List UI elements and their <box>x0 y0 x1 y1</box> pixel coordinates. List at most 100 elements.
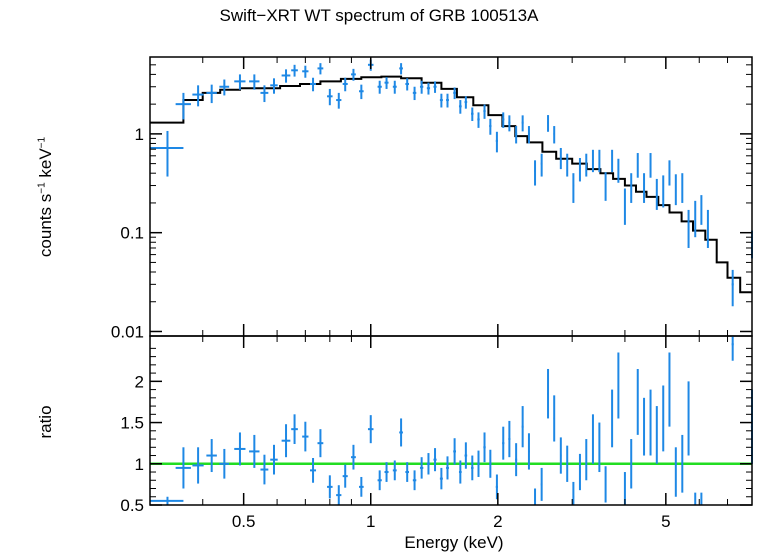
ratio-data-point <box>384 462 389 482</box>
ratio-data-point <box>419 457 424 479</box>
ratio-data-point <box>270 444 278 475</box>
ratio-data-point <box>674 447 677 497</box>
ratio-data-point <box>515 443 518 477</box>
spectrum-data-point <box>643 173 646 203</box>
ratio-data-point <box>377 470 382 491</box>
ratio-data-point <box>655 406 658 464</box>
spectrum-data-point <box>598 149 601 173</box>
ratio-data-point <box>508 420 511 458</box>
spectrum-y-axis-label: counts s−1 keV−1 <box>36 137 56 257</box>
spectrum-data-point <box>681 173 684 203</box>
spectrum-data-point <box>310 77 317 92</box>
y-axis-label-counts: counts s <box>36 193 55 258</box>
ratio-data-point <box>502 426 505 460</box>
ratio-data-point <box>281 424 291 458</box>
spectrum-data-point <box>694 200 697 238</box>
spectrum-data-point <box>270 78 278 94</box>
ratio-data-point <box>617 352 620 419</box>
ratio-data-point <box>392 460 397 481</box>
ratio-data-point <box>310 458 317 483</box>
y-axis-label-exponent-2: −1 <box>36 136 48 149</box>
ratio-data-point <box>534 488 537 505</box>
ratio-data-point <box>192 447 204 484</box>
ratio-data-point <box>206 439 217 473</box>
spectrum-data-point <box>604 172 607 201</box>
spectrum-data-point <box>471 107 474 122</box>
spectrum-data-point <box>527 126 530 144</box>
ratio-data-point <box>336 485 342 505</box>
x-tick-label: 2 <box>493 512 502 531</box>
y-axis-label-kev: keV <box>36 148 55 183</box>
ratio-data-point <box>495 474 499 500</box>
spectrum-data-point <box>281 69 291 83</box>
spectrum-data-point <box>291 64 298 77</box>
spectrum-data-point <box>234 74 246 90</box>
spectrum-data-point <box>419 80 424 94</box>
ratio-data-point <box>700 492 703 505</box>
y-tick-label: 1 <box>135 125 144 144</box>
chart-title: Swift−XRT WT spectrum of GRB 100513A <box>219 6 539 25</box>
ratio-data-point <box>405 462 409 482</box>
ratio-data-point <box>359 476 364 497</box>
ratio-data-point <box>540 467 543 501</box>
spectrum-data-point <box>655 178 658 210</box>
ratio-data-point <box>643 397 646 456</box>
y-tick-label: 0.1 <box>120 224 144 243</box>
ratio-data-point <box>731 336 734 361</box>
spectrum-data-point <box>495 131 499 153</box>
x-axis-label: Energy (keV) <box>404 533 504 552</box>
spectrum-data-point <box>611 149 614 173</box>
spectrum-data-point <box>502 112 505 128</box>
spectrum-data-point <box>412 86 417 101</box>
spectrum-data-point <box>687 209 690 248</box>
ratio-data-point <box>604 466 607 503</box>
spectrum-data-point <box>617 158 620 183</box>
y-axis-label-exponent-1: −1 <box>36 182 48 194</box>
spectrum-data-point <box>192 85 204 107</box>
ratio-data-point <box>566 445 569 482</box>
ratio-data-point <box>611 389 614 448</box>
ratio-data-point <box>446 456 449 480</box>
ratio-data-point <box>553 395 556 442</box>
ratio-data-point <box>249 434 260 468</box>
spectrum-data-point <box>623 188 626 225</box>
ratio-data-point <box>694 492 697 505</box>
spectrum-data-point <box>477 112 480 128</box>
spectrum-data-point <box>585 153 588 177</box>
spectrum-data-point <box>464 96 468 109</box>
y-tick-label: 1 <box>135 455 144 474</box>
ratio-data-point <box>367 415 374 444</box>
ratio-data-point <box>219 448 230 479</box>
ratio-data-point <box>521 406 524 448</box>
spectrum-data-point <box>433 81 437 93</box>
spectrum-data-point <box>706 209 709 248</box>
ratio-data-point <box>464 442 468 469</box>
ratio-data-point <box>578 453 581 491</box>
spectrum-data-point <box>700 195 703 225</box>
spectrum-frame <box>149 56 753 337</box>
ratio-data-point <box>412 470 417 491</box>
ratio-data-point <box>489 449 492 478</box>
ratio-data-point <box>636 368 639 435</box>
ratio-data-point <box>668 352 671 427</box>
ratio-frame <box>149 335 753 506</box>
spectrum-data-point <box>359 84 364 100</box>
ratio-data-point <box>234 432 246 466</box>
spectrum-data-point <box>483 104 486 119</box>
spectrum-data-point <box>150 130 184 177</box>
spectrum-data-point <box>249 74 260 90</box>
spectrum-data-point <box>731 269 734 307</box>
spectrum-data-point <box>534 160 537 186</box>
ratio-data-point <box>453 438 456 465</box>
spectrum-data-point <box>377 80 382 94</box>
y-tick-label: 1.5 <box>120 414 144 433</box>
spectrum-data-point <box>399 63 403 75</box>
ratio-data-point <box>471 455 474 481</box>
ratio-data-point <box>630 439 633 489</box>
spectrum-data-point <box>578 158 581 182</box>
spectrum-data-point <box>405 78 409 91</box>
ratio-data-point <box>351 444 356 470</box>
spectrum-data-point <box>342 77 348 92</box>
ratio-data-point <box>175 447 191 489</box>
